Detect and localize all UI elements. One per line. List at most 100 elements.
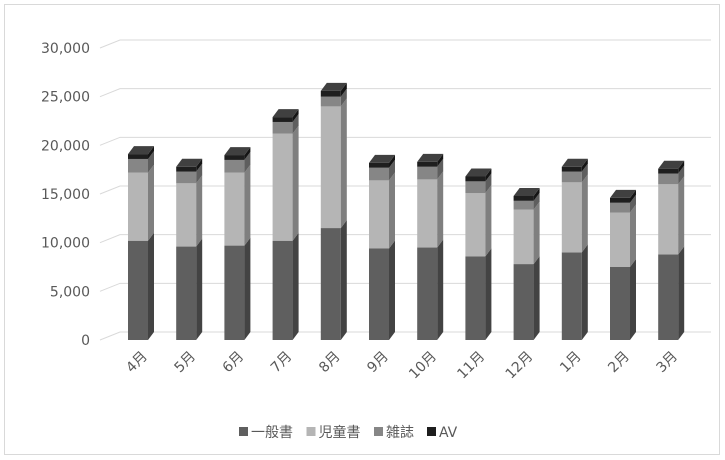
bar-segment: [610, 197, 630, 203]
bar-segment-side: [148, 164, 154, 241]
bar-segment: [272, 240, 293, 340]
bar-segment: [320, 228, 341, 340]
x-tick-label: 4月: [123, 349, 151, 377]
bar-segment-side: [148, 146, 154, 159]
y-tick-label: 15,000: [41, 187, 90, 203]
y-tick-label: 10,000: [41, 236, 90, 252]
bar-stack: [417, 153, 444, 340]
x-tick-label: 11月: [454, 349, 488, 383]
bar-segment-side: [389, 240, 395, 340]
bar-segment-side: [678, 176, 685, 255]
bar-segment-side: [340, 88, 347, 107]
y-tick-label: 30,000: [41, 41, 90, 57]
x-tick-label: 1月: [557, 349, 585, 377]
legend-label: 一般書: [251, 425, 293, 441]
bar-segment-side: [485, 185, 492, 257]
bar-segment: [561, 252, 582, 340]
bar-top: [128, 146, 154, 155]
bar-stack: [224, 147, 251, 340]
x-axis-ticks: 4月 5月 6月 7月 8月 9月 10月 11月 12月 1月 2月 3月: [123, 349, 681, 383]
bar-segment-side: [196, 175, 203, 247]
x-tick-label: 9月: [364, 349, 392, 377]
bar-segment: [128, 172, 148, 241]
bar-segment-side: [630, 189, 636, 203]
bar-stack: [561, 158, 588, 340]
bar-segment: [417, 166, 438, 180]
bar-top: [320, 82, 347, 91]
bar-top: [561, 158, 588, 167]
bar-top: [417, 153, 444, 162]
x-tick-label: 12月: [503, 349, 537, 383]
bar-segment-side: [533, 187, 540, 201]
bar-segment-side: [485, 248, 492, 340]
legend-swatch: [306, 427, 316, 436]
bar-segment: [465, 181, 486, 194]
bar-segment: [224, 245, 245, 340]
bar-segment-side: [389, 172, 395, 249]
bar-segment: [176, 171, 197, 184]
bar-stack: [176, 158, 203, 340]
legend: 一般書 児童書 雑誌 AV: [239, 424, 458, 441]
bar-stack: [465, 168, 492, 340]
bar-segment: [465, 193, 486, 257]
x-tick-label: 5月: [172, 349, 200, 377]
bar-segment-side: [485, 173, 492, 194]
bar-segment: [128, 240, 148, 340]
bar-segment: [513, 209, 534, 265]
bar-segment-side: [292, 125, 299, 241]
bar-segment-side: [292, 113, 299, 134]
bar-segment: [176, 183, 197, 247]
x-tick-label: 6月: [220, 349, 248, 377]
bar-segment-side: [196, 158, 203, 172]
bar-segment: [513, 195, 534, 201]
bar-segment: [465, 256, 486, 340]
bar-segment-side: [437, 239, 444, 340]
bar-segment: [176, 166, 197, 172]
bar-segment-side: [581, 174, 588, 253]
bar-top: [465, 168, 492, 177]
bar-stack: [513, 187, 540, 340]
bar-segment: [176, 246, 197, 340]
bar-segment: [417, 179, 438, 248]
bar-segment-side: [678, 246, 685, 340]
chart-frame: 0 5,000 10,000 15,000 20,000 25,000 30,000 4月 5…: [4, 4, 720, 455]
bar-segment-side: [581, 244, 588, 340]
bar-segment: [369, 162, 389, 168]
bar-stack: [369, 154, 395, 340]
y-axis-ticks: 0 5,000 10,000 15,000 20,000 25,000 30,000: [41, 41, 90, 349]
bar-segment: [561, 171, 582, 183]
gridline: [99, 136, 711, 146]
x-tick-label: 10月: [406, 349, 440, 383]
bar-segment-side: [148, 232, 154, 340]
bar-top: [176, 158, 203, 167]
bar-stack: [658, 160, 685, 340]
bar-segment-side: [533, 256, 540, 340]
bar-segment-side: [244, 237, 251, 340]
bar-segment-side: [581, 163, 588, 183]
x-tick-label: 2月: [605, 349, 633, 377]
bar-segment-side: [196, 163, 203, 184]
bar-segment: [610, 267, 630, 340]
bar-segment: [272, 133, 293, 241]
gridline: [99, 39, 711, 49]
bar-segment: [561, 166, 582, 172]
gridlines: [99, 39, 711, 341]
bar-segment-side: [678, 165, 685, 185]
bar-segment: [272, 117, 293, 122]
legend-label: 雑誌: [386, 425, 414, 441]
gridline: [99, 88, 711, 98]
bar-segment-side: [678, 160, 685, 174]
x-tick-label: 3月: [654, 349, 682, 377]
bar-segment: [224, 155, 245, 160]
bar-segment: [417, 161, 438, 167]
bar-segment: [272, 121, 293, 134]
legend-label: AV: [439, 425, 458, 441]
bar-stack: [272, 109, 299, 340]
bar-segment-side: [292, 109, 299, 122]
bar-segment-side: [437, 171, 444, 248]
bar-segment-side: [533, 192, 540, 210]
bar-segment-side: [196, 238, 203, 340]
bar-segment-side: [630, 204, 636, 267]
bar-segment-side: [581, 158, 588, 172]
y-tick-label: 0: [81, 333, 90, 349]
